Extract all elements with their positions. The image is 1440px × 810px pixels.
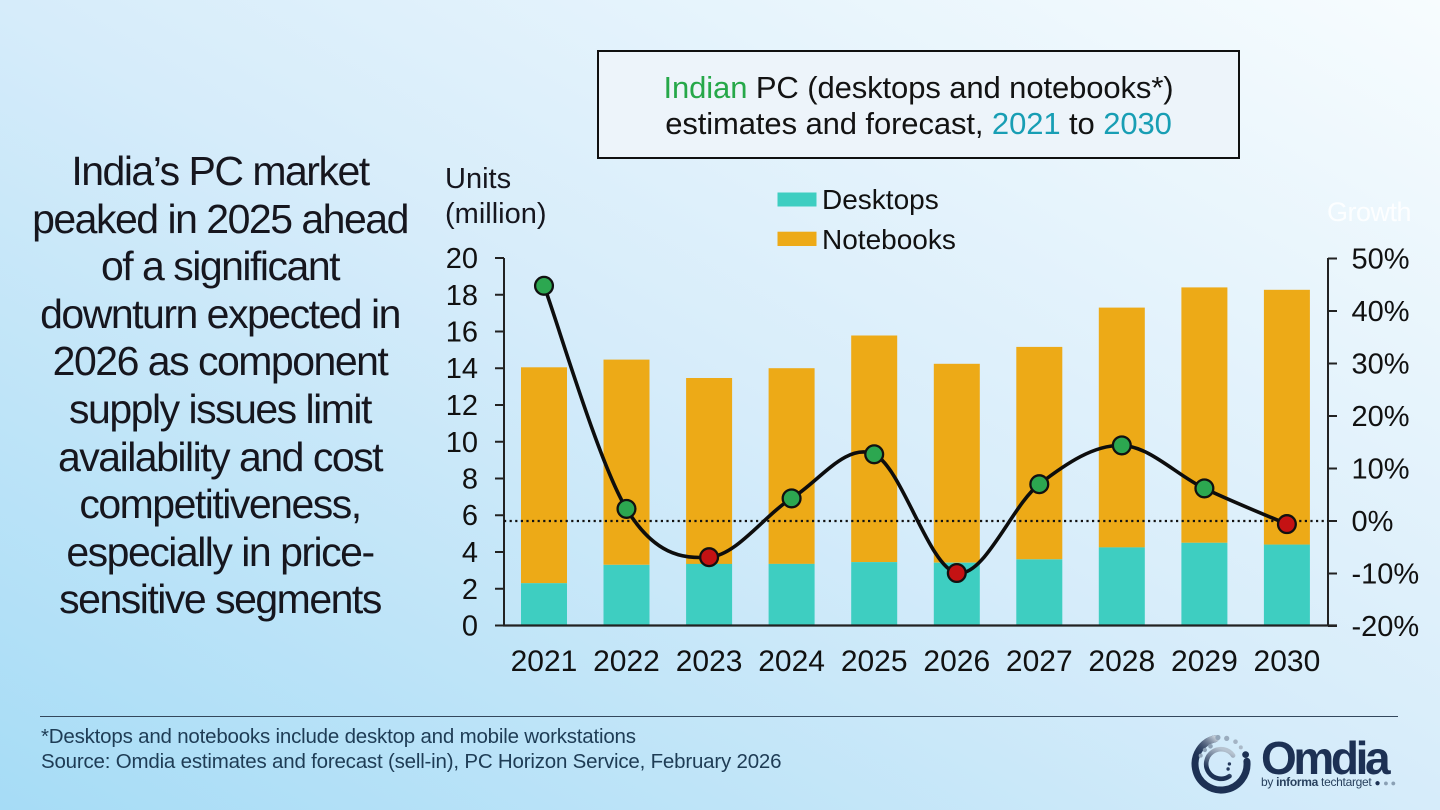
svg-text:2: 2 <box>462 574 478 606</box>
svg-text:2022: 2022 <box>593 645 660 678</box>
svg-text:2021: 2021 <box>511 645 578 678</box>
svg-text:-10%: -10% <box>1352 559 1420 591</box>
svg-text:6: 6 <box>462 500 478 532</box>
svg-text:Notebooks: Notebooks <box>822 224 956 255</box>
svg-text:2026: 2026 <box>923 645 990 678</box>
svg-text:Desktops: Desktops <box>822 184 939 215</box>
svg-text:0: 0 <box>462 611 478 643</box>
svg-text:-20%: -20% <box>1352 611 1420 643</box>
svg-text:2023: 2023 <box>676 645 743 678</box>
svg-text:2025: 2025 <box>841 645 908 678</box>
svg-text:2024: 2024 <box>758 645 825 678</box>
svg-text:10%: 10% <box>1352 454 1410 486</box>
svg-text:20%: 20% <box>1352 401 1410 433</box>
svg-text:20: 20 <box>446 243 478 275</box>
svg-text:(million): (million) <box>445 198 547 230</box>
svg-text:30%: 30% <box>1352 349 1410 381</box>
svg-text:0%: 0% <box>1352 506 1394 538</box>
svg-text:18: 18 <box>446 280 478 312</box>
svg-text:Units: Units <box>445 163 511 195</box>
svg-text:12: 12 <box>446 390 478 422</box>
svg-text:2030: 2030 <box>1254 645 1321 678</box>
svg-text:14: 14 <box>446 353 478 385</box>
svg-text:10: 10 <box>446 427 478 459</box>
svg-text:4: 4 <box>462 537 478 569</box>
svg-text:50%: 50% <box>1352 244 1410 276</box>
svg-text:16: 16 <box>446 317 478 349</box>
svg-text:40%: 40% <box>1352 296 1410 328</box>
svg-text:8: 8 <box>462 464 478 496</box>
svg-text:2028: 2028 <box>1088 645 1155 678</box>
svg-text:Growth: Growth <box>1327 197 1411 227</box>
svg-text:2029: 2029 <box>1171 645 1238 678</box>
svg-text:2027: 2027 <box>1006 645 1073 678</box>
